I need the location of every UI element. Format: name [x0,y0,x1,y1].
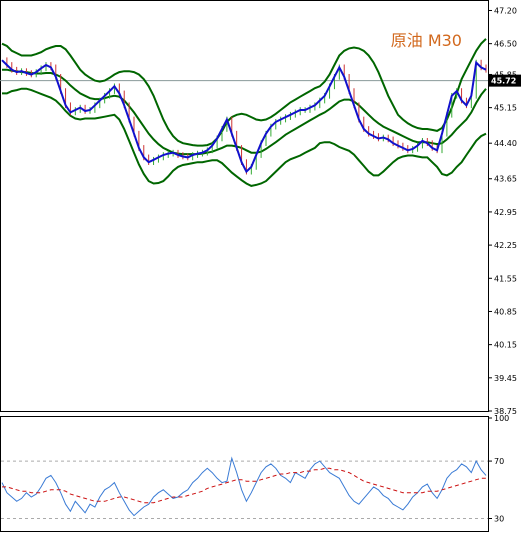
price-tick-label: 42.25 [494,241,517,250]
rsi-line [1,456,487,517]
lower-band-line [2,87,487,187]
rsi-tick-label: 30 [494,515,504,524]
rsi-series [1,456,487,517]
price-tick-label: 39.45 [494,374,517,383]
rsi-gridlines [1,460,488,520]
price-tick-label: 45.15 [494,104,517,113]
price-axis: 47.2046.5045.8545.1544.4043.6542.9542.25… [488,6,517,416]
price-tick-label: 42.95 [494,208,517,217]
current-price-box [489,74,521,87]
chart-title: 原油 M30 [391,31,462,50]
upper-band-line [1,38,487,147]
price-tick-label: 46.50 [494,40,517,49]
rsi-tick-label: 70 [494,457,504,466]
price-tick-label: 47.20 [494,6,517,15]
rsi-tick-label: 100 [494,414,509,423]
current-price-marker: 45.72 [489,74,521,87]
rsi-axis: 100 70 30 [488,414,509,524]
current-price-label: 45.72 [491,77,516,86]
price-tick-label: 41.55 [494,274,517,283]
bollinger-bands [1,38,487,187]
main-panel-border [0,0,489,412]
price-line [1,59,487,174]
price-tick-label: 40.85 [494,307,517,316]
price-tick-label: 43.65 [494,175,517,184]
price-series [1,57,487,175]
rsi-panel-border [0,416,489,532]
rsi-average-line [2,467,486,504]
middle-band-line [2,68,487,156]
price-tick-label: 44.40 [494,139,517,148]
price-tick-label: 38.75 [494,407,517,416]
price-tick-label: 40.15 [494,341,517,350]
